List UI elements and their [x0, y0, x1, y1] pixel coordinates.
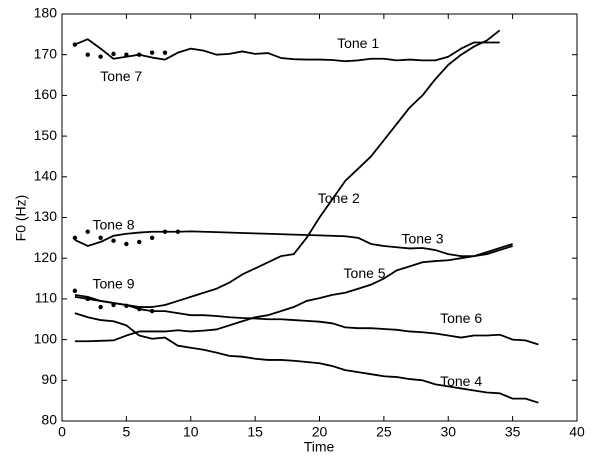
series-label: Tone 7 [100, 68, 142, 84]
y-axis-label: F0 (Hz) [13, 195, 29, 242]
y-tick-label: 150 [34, 127, 58, 143]
y-tick-label: 140 [34, 168, 58, 184]
y-tick-label: 120 [34, 249, 58, 265]
data-point [111, 51, 116, 57]
data-point [137, 52, 142, 57]
x-tick-label: 20 [312, 424, 328, 440]
series-line [74, 38, 500, 63]
y-tick-label: 180 [34, 5, 58, 21]
series-line [74, 29, 501, 308]
data-point [72, 288, 78, 293]
x-tick-label: 35 [505, 424, 521, 440]
data-point [98, 54, 103, 59]
series-label: Tone 4 [440, 373, 482, 389]
x-tick-label: 40 [569, 424, 585, 440]
y-tick-label: 80 [41, 412, 57, 428]
data-point [111, 238, 116, 243]
data-point [85, 229, 90, 234]
y-tick-label: 130 [34, 208, 58, 224]
data-point [72, 42, 78, 47]
x-axis-label: Time [304, 439, 335, 455]
series-label: Tone 2 [318, 190, 360, 206]
x-tick-label: 30 [440, 424, 456, 440]
x-tick-label: 25 [376, 424, 392, 440]
series-line [74, 230, 513, 258]
data-point [98, 235, 103, 241]
series-label: Tone 8 [92, 216, 134, 232]
x-tick-label: 10 [183, 424, 199, 440]
data-point [137, 239, 142, 245]
series-label: Tone 9 [92, 275, 134, 291]
series-label: Tone 3 [401, 231, 443, 247]
y-tick-label: 160 [34, 86, 58, 102]
data-point [72, 235, 78, 241]
y-tick-label: 110 [35, 290, 58, 306]
data-point [124, 241, 129, 247]
data-point [149, 50, 155, 55]
data-point [124, 52, 129, 57]
series-label: Tone 5 [344, 265, 386, 281]
x-tick-label: 5 [122, 424, 130, 440]
series-line [74, 243, 513, 343]
series-label: Tone 1 [337, 35, 379, 51]
series-line [74, 295, 539, 346]
y-tick-label: 170 [34, 45, 58, 61]
data-point [85, 52, 90, 57]
x-tick-label: 0 [58, 424, 66, 440]
series-label: Tone 6 [440, 310, 482, 326]
y-tick-label: 100 [34, 330, 58, 346]
data-point [98, 304, 103, 310]
x-tick-label: 15 [247, 424, 263, 440]
y-tick-label: 90 [41, 371, 57, 387]
series-line [74, 312, 539, 404]
data-point [162, 50, 168, 55]
data-point [149, 235, 155, 241]
